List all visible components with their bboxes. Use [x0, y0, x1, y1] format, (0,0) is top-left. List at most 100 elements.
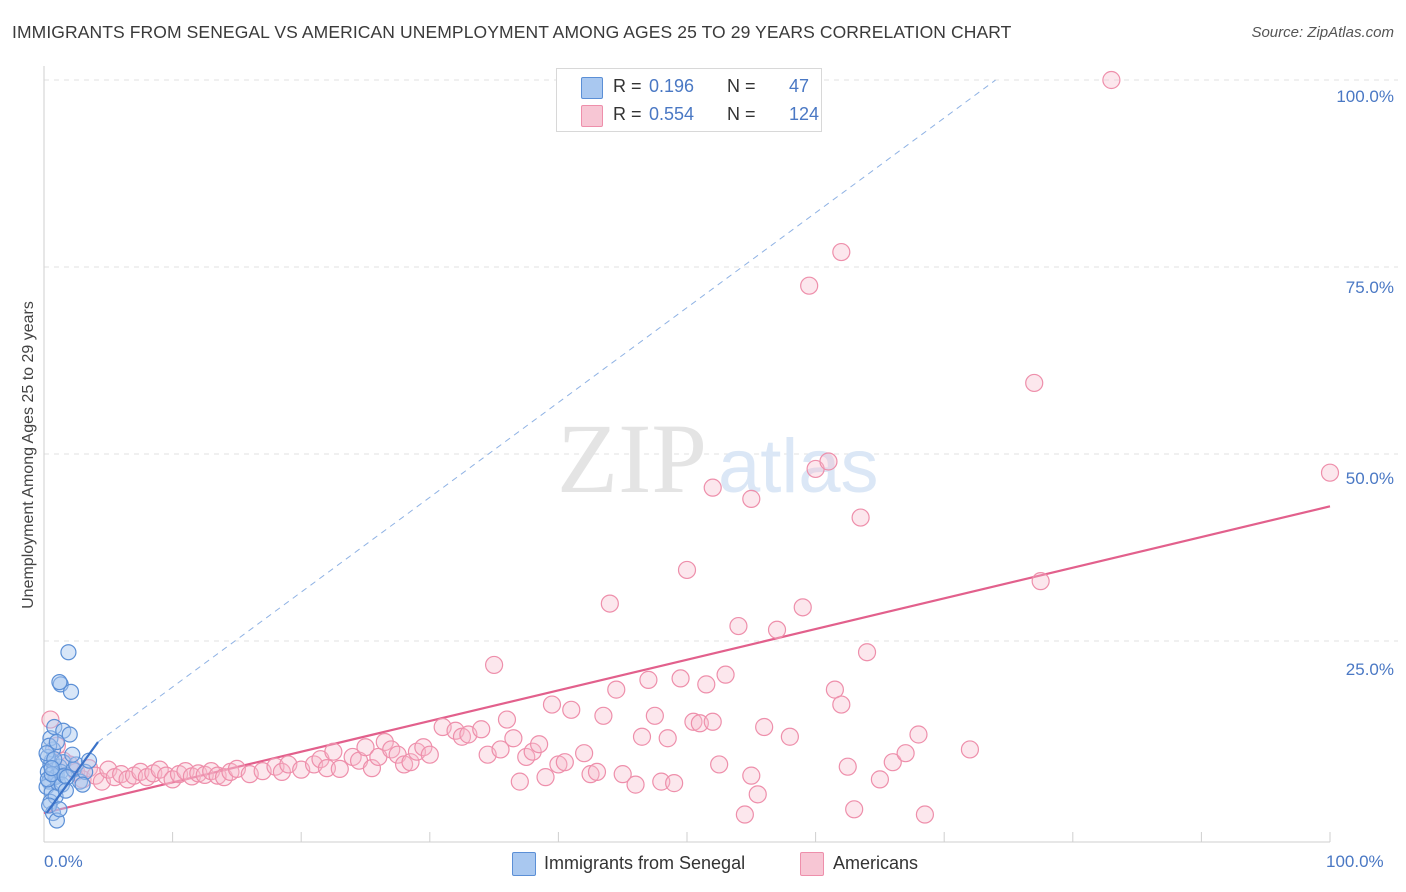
americans-point	[857, 643, 877, 662]
chart-title: IMMIGRANTS FROM SENEGAL VS AMERICAN UNEM…	[12, 22, 1012, 42]
americans-point	[510, 772, 529, 791]
trend-lines	[43, 79, 1331, 815]
americans-point	[639, 670, 658, 689]
senegal-n-value: 47	[789, 76, 810, 96]
americans-point	[742, 766, 761, 785]
americans-n-label: N =	[727, 104, 756, 124]
americans-n-value: 124	[789, 104, 820, 124]
senegal-point	[64, 746, 81, 763]
watermark-atlas: atlas	[718, 424, 879, 509]
americans-point	[909, 725, 928, 744]
americans-point	[645, 706, 664, 725]
y-tick-50: 50.0%	[1345, 469, 1394, 488]
americans-points	[41, 70, 1340, 824]
x-tick-0: 0.0%	[44, 852, 83, 871]
americans-point	[600, 594, 619, 613]
americans-point	[658, 729, 677, 748]
americans-trend-line	[43, 505, 1331, 815]
senegal-point	[41, 797, 58, 814]
y-tick-100: 100.0%	[1336, 87, 1394, 106]
senegal-point	[46, 751, 63, 768]
senegal-points	[38, 644, 98, 829]
americans-point	[632, 727, 652, 746]
senegal-point	[61, 726, 78, 743]
americans-point	[317, 759, 337, 778]
americans-point	[832, 695, 851, 714]
americans-point	[677, 560, 697, 580]
americans-point	[703, 478, 722, 497]
americans-point	[555, 753, 574, 772]
americans-point	[594, 706, 613, 725]
senegal-r-value: 0.196	[649, 76, 695, 96]
americans-point	[748, 785, 767, 804]
americans-point	[915, 805, 935, 824]
bottom-senegal-label: Immigrants from Senegal	[544, 853, 746, 873]
senegal-n-label: N =	[727, 76, 756, 96]
americans-point	[324, 742, 343, 761]
americans-point	[793, 598, 812, 617]
senegal-swatch	[581, 77, 603, 99]
americans-point	[735, 805, 754, 824]
americans-point	[530, 735, 549, 754]
americans-point	[819, 452, 838, 471]
americans-point	[414, 738, 433, 757]
americans-point	[684, 712, 703, 731]
americans-point	[356, 738, 375, 757]
senegal-trend-dashed	[97, 79, 996, 743]
americans-point	[883, 753, 902, 772]
senegal-point	[48, 733, 65, 751]
bottom-americans-swatch	[800, 852, 824, 876]
americans-point	[401, 753, 420, 772]
americans-point	[767, 620, 787, 639]
americans-point	[562, 700, 581, 719]
americans-point	[575, 744, 594, 763]
americans-point	[825, 680, 844, 699]
watermark-zip: ZIP	[557, 403, 707, 514]
americans-point	[41, 710, 60, 729]
americans-point	[780, 727, 799, 746]
bottom-senegal-swatch	[512, 852, 536, 876]
americans-point	[716, 665, 735, 684]
americans-point	[536, 768, 555, 787]
americans-r-value: 0.554	[649, 104, 695, 124]
senegal-point	[51, 674, 68, 691]
americans-point	[523, 742, 542, 761]
americans-point	[613, 765, 632, 784]
grid-lines	[44, 79, 1398, 642]
americans-point	[703, 712, 722, 731]
americans-point	[1102, 70, 1121, 90]
americans-point	[1025, 373, 1044, 393]
senegal-trend-solid	[45, 741, 99, 814]
y-tick-75: 75.0%	[1345, 278, 1394, 297]
americans-point	[542, 695, 562, 714]
americans-point	[362, 759, 382, 778]
americans-point	[375, 732, 394, 752]
americans-point	[896, 744, 915, 763]
americans-point	[671, 669, 690, 688]
bottom-americans-label: Americans	[833, 853, 919, 873]
y-tick-25: 25.0%	[1345, 660, 1394, 679]
americans-point	[491, 740, 510, 759]
americans-point	[800, 276, 819, 295]
americans-point	[729, 616, 748, 636]
americans-point	[1031, 572, 1050, 591]
americans-point	[1320, 463, 1340, 482]
americans-point	[587, 762, 607, 782]
correlation-legend: R = 0.196 N = 47 R = 0.554 N = 124	[556, 68, 822, 132]
americans-point	[485, 655, 504, 675]
americans-point	[832, 242, 851, 262]
senegal-point	[60, 644, 77, 661]
americans-point	[960, 740, 980, 759]
americans-point	[497, 710, 517, 729]
americans-point	[845, 800, 864, 819]
senegal-point	[62, 683, 80, 700]
americans-point	[755, 717, 774, 737]
americans-point	[697, 675, 716, 694]
americans-point	[420, 745, 439, 764]
americans-point	[742, 489, 761, 508]
senegal-point	[74, 776, 91, 793]
americans-point	[838, 757, 857, 776]
watermark: ZIP atlas	[557, 403, 879, 514]
source-label: Source: ZipAtlas.com	[1251, 24, 1394, 41]
